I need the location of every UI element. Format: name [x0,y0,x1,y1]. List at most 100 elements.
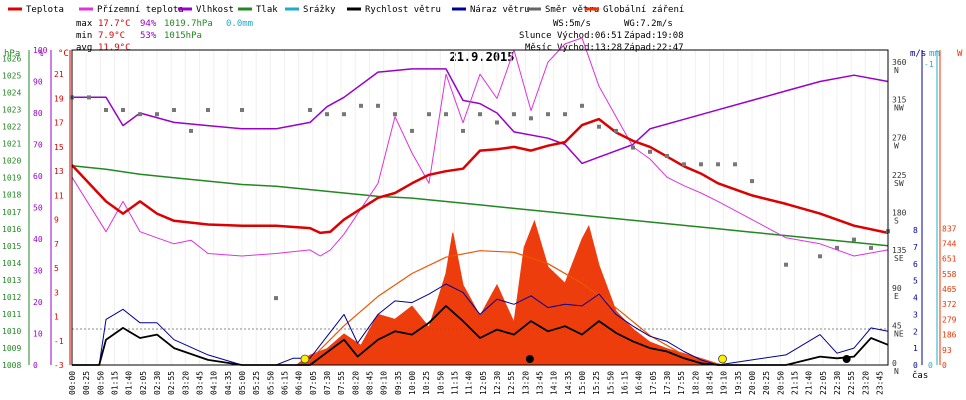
wind-dir-letter: S [894,217,899,226]
legend-label: Přízemní teplota [97,5,184,15]
humidity-line [72,68,889,165]
wind-speed-tick: 8 [913,226,918,235]
x-tick-label: 20:25 [762,371,771,395]
wind-dir-tick: 315 [892,96,907,105]
legend-label: Globální záření [603,5,684,15]
radiation-tick: 837 [942,224,957,233]
x-unit-label: čas [912,370,928,381]
rain-tick: 0 [928,361,933,370]
radiation-axis-label: W [957,49,963,59]
clear-sky-radiation-line [304,250,723,366]
wind-direction-point [478,112,482,117]
wind-direction-point [614,128,618,133]
wind-speed-tick: 5 [913,277,918,286]
wind-direction-point [427,112,431,117]
temperature-tick: 5 [54,264,59,273]
humidity-tick: 50 [33,204,43,213]
wind-direction-point [835,245,839,250]
x-tick-label: 17:05 [649,371,658,395]
legend-label: Vlhkost [196,5,234,15]
sun-set: Západ:19:08 [624,31,684,41]
x-tick-label: 23:45 [876,371,885,395]
humidity-tick: 40 [33,235,43,244]
wind-dir-letter: NE [894,329,904,338]
x-tick-label: 12:05 [479,371,488,395]
pressure-tick: 1011 [2,310,21,319]
radiation-tick: 279 [942,315,957,324]
humidity-tick: 100 [33,46,48,55]
wind-direction-point [631,145,635,150]
x-tick-label: 16:40 [635,371,644,395]
x-tick-label: 20:00 [748,371,757,395]
legend-label: Náraz větru [470,5,530,15]
wind-direction-point [699,162,703,167]
x-tick-label: 17:30 [663,371,672,395]
wind-direction-point [172,108,176,112]
chart-title: 21.9.2015 [449,50,514,64]
x-tick-label: 07:05 [309,371,318,395]
legend-label: Srážky [303,5,336,15]
wind-dir-letter: NW [894,104,904,113]
temperature-tick: 3 [54,288,59,297]
x-tick-label: 23:20 [861,371,870,395]
temperature-tick: 21 [54,70,64,79]
wind-direction-point [240,108,244,112]
rain-tick: -1 [924,60,934,69]
wind-direction-point [546,112,550,117]
x-tick-label: 05:25 [252,371,261,395]
temperature-tick: 11 [54,191,64,200]
x-tick-label: 03:45 [196,371,205,395]
wind-direction-point [512,112,516,117]
wind-direction-point [104,108,108,112]
stat-min-press: 1015hPa [164,31,202,41]
ws-value: WS:5m/s [553,19,591,29]
x-tick-label: 05:50 [266,371,275,395]
pressure-tick: 1026 [2,55,21,64]
pressure-tick: 1025 [2,72,21,81]
wind-direction-point [529,116,533,121]
pressure-tick: 1022 [2,123,21,132]
x-tick-label: 02:55 [167,371,176,395]
stats-block: max 17.7°C 94% 1019.7hPa 0.0mm min 7.9°C… [76,19,253,53]
x-tick-label: 00:25 [82,371,91,395]
wind-dir-letter: E [894,292,899,301]
sunset-marker [718,354,727,364]
wind-direction-point [359,103,363,108]
pressure-tick: 1010 [2,327,21,336]
pressure-tick: 1009 [2,344,21,353]
stat-min-hum: 53% [140,31,157,41]
moonset-marker [842,355,851,363]
radiation-tick: 93 [942,346,952,355]
x-tick-label: 19:35 [734,371,743,395]
x-tick-label: 17:55 [677,371,686,395]
moon-set: Západ:22:47 [624,43,684,53]
wind-dir-tick: 135 [892,246,907,255]
wind-dir-letter: W [894,141,899,150]
wind-direction-point [444,112,448,117]
legend-label: Rychlost větru [365,5,441,15]
wind-dir-letter: SW [894,179,904,188]
temperature-tick: 1 [54,313,59,322]
wind-speed-tick: 6 [913,260,918,269]
pressure-tick: 1018 [2,191,21,200]
temperature-tick: 9 [54,216,59,225]
temperature-line [71,117,889,235]
wind-dir-tick: 360 [892,58,907,67]
wind-direction-point [410,128,414,133]
x-tick-label: 21:15 [791,371,800,395]
stat-avg-temp: 11.9°C [98,43,131,53]
x-tick-label: 02:05 [139,371,148,395]
sunrise-marker [300,354,310,364]
sun-rise: Východ:06:51 [557,31,622,41]
wind-speed-tick: 3 [913,310,918,319]
x-tick-label: 20:50 [776,371,785,395]
wind-speed-tick: 2 [913,327,918,336]
radiation-tick: 186 [942,331,957,340]
wind-direction-point [597,124,601,129]
rain-axis-label: mm [929,49,940,59]
x-tick-label: 22:30 [833,371,842,395]
x-tick-label: 04:35 [224,371,233,395]
x-tick-label: 21:40 [805,371,814,395]
pressure-tick: 1013 [2,276,21,285]
legend: Teplota Přízemní teplota Vlhkost Tlak Srážky… [8,5,684,15]
